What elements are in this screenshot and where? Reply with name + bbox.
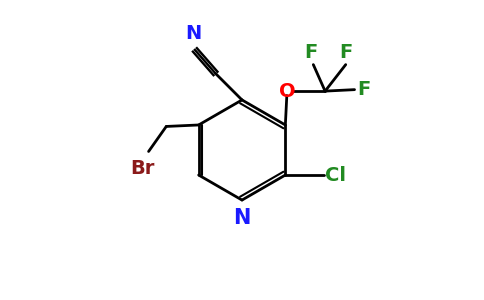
Text: N: N (233, 208, 251, 228)
Text: F: F (304, 43, 317, 62)
Text: Cl: Cl (325, 166, 346, 184)
Text: F: F (339, 43, 352, 62)
Text: O: O (278, 82, 295, 100)
Text: Br: Br (131, 159, 155, 178)
Text: F: F (358, 80, 371, 99)
Text: N: N (185, 24, 201, 44)
